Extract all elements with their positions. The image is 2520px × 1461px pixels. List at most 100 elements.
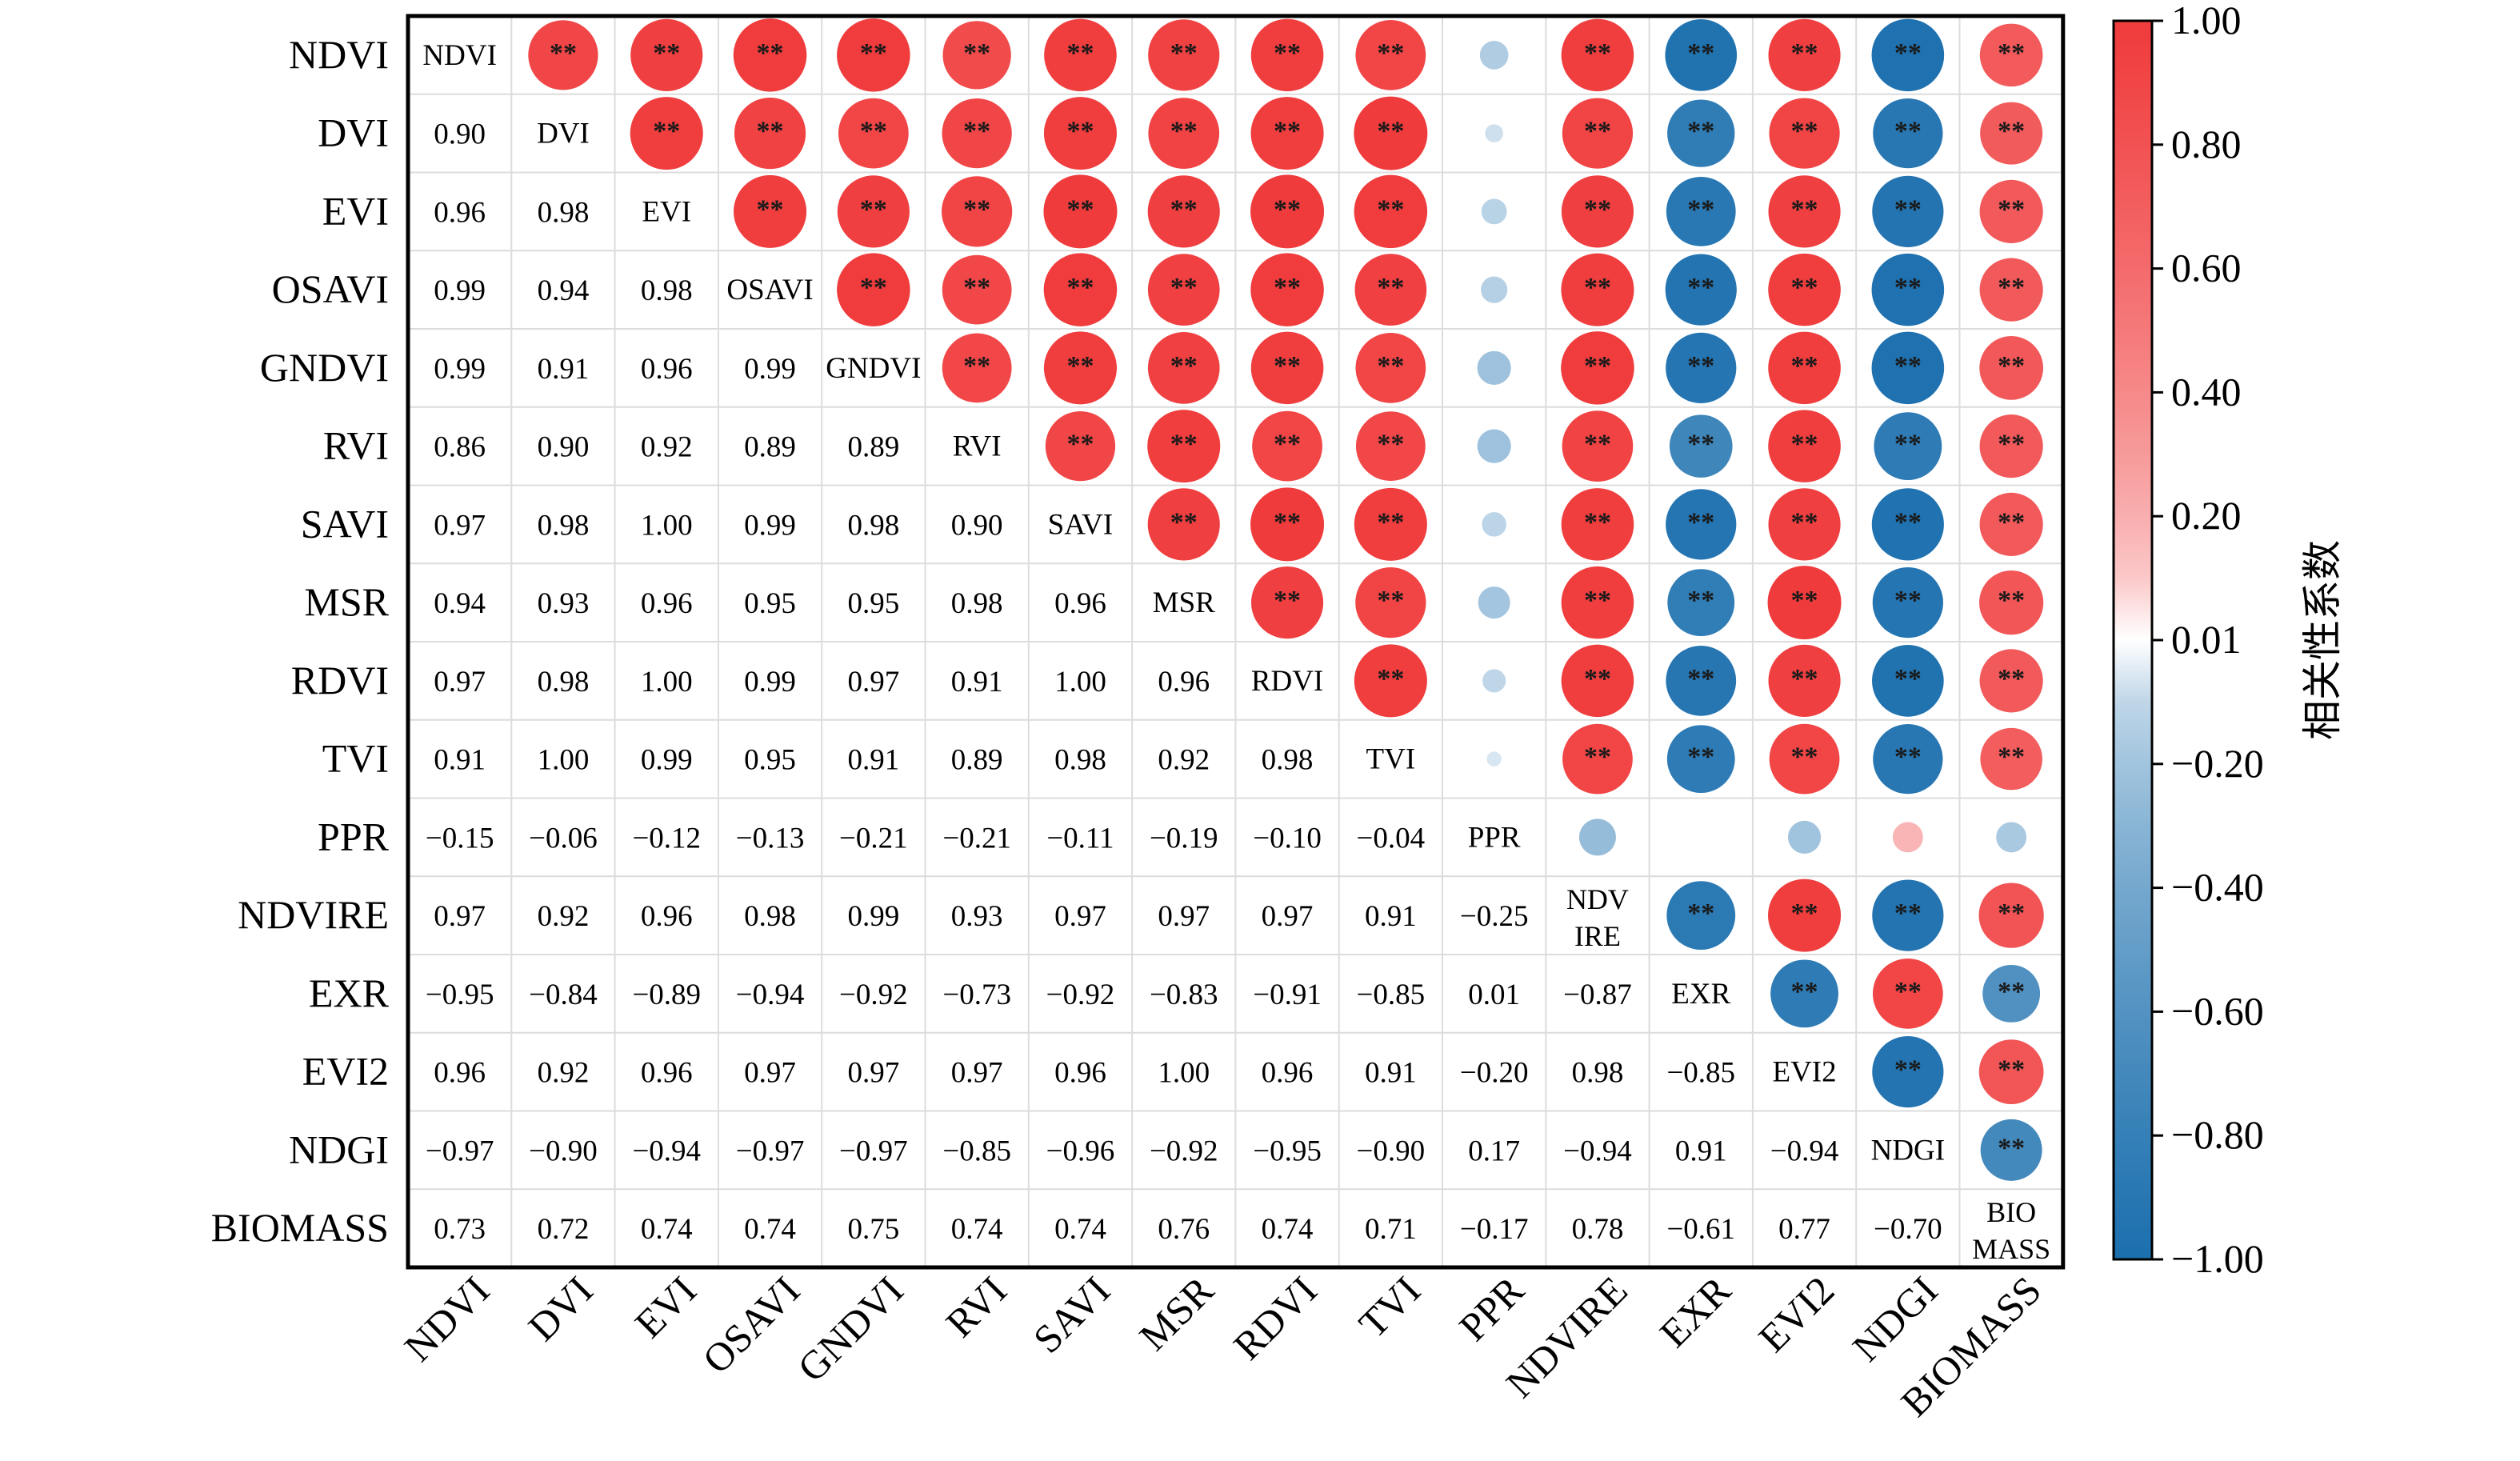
correlation-circle [1768, 18, 1841, 91]
correlation-circle [1979, 336, 2043, 400]
correlation-circle [1982, 964, 2041, 1023]
significance-marker: ** [757, 117, 784, 146]
correlation-circle [1355, 411, 1426, 482]
correlation-value: −0.73 [942, 979, 1011, 1011]
correlation-circle [1979, 23, 2043, 87]
correlation-value: 0.98 [538, 666, 590, 698]
correlation-value: 0.97 [951, 1057, 1003, 1090]
significance-marker: ** [1584, 743, 1611, 772]
correlation-circle [942, 176, 1013, 247]
significance-marker: ** [1066, 38, 1094, 68]
correlation-value: −0.21 [942, 822, 1011, 855]
correlation-value: −0.61 [1666, 1213, 1735, 1246]
significance-marker: ** [1170, 38, 1198, 68]
correlation-value: −0.94 [632, 1135, 701, 1167]
correlation-value: −0.85 [942, 1135, 1011, 1167]
correlation-value: 0.74 [1262, 1213, 1314, 1246]
significance-marker: ** [1687, 117, 1714, 146]
diagonal-label: NDGI [1871, 1134, 1945, 1167]
correlation-circle [1561, 644, 1634, 718]
correlation-circle [1892, 822, 1923, 853]
significance-marker: ** [1687, 586, 1714, 615]
colorbar-tick-label: 0.40 [2171, 369, 2242, 414]
significance-marker: ** [1998, 273, 2025, 302]
significance-marker: ** [1687, 273, 1714, 302]
correlation-value: 0.90 [434, 118, 486, 151]
significance-marker: ** [1894, 1055, 1922, 1085]
significance-marker: ** [1998, 1133, 2025, 1163]
significance-marker: ** [1998, 743, 2025, 772]
significance-marker: ** [1791, 586, 1818, 615]
correlation-circle [1787, 820, 1822, 854]
correlation-value: 0.91 [1675, 1135, 1727, 1167]
correlation-value: 0.96 [641, 1057, 693, 1090]
correlation-value: 0.74 [641, 1213, 693, 1246]
correlation-value: 0.97 [744, 1057, 796, 1090]
significance-marker: ** [1894, 743, 1922, 772]
correlation-value: 0.76 [1158, 1213, 1210, 1246]
correlation-value: −0.12 [632, 822, 701, 855]
correlation-circle [733, 18, 807, 92]
significance-marker: ** [1274, 38, 1301, 68]
significance-marker: ** [550, 38, 577, 68]
x-tick-label: EXR [1651, 1267, 1740, 1356]
significance-marker: ** [860, 194, 887, 224]
correlation-value: −0.95 [1253, 1135, 1322, 1167]
significance-marker: ** [1791, 664, 1818, 694]
significance-marker: ** [1584, 430, 1611, 459]
significance-marker: ** [1274, 117, 1301, 146]
correlation-circle [630, 18, 703, 91]
colorbar-tick-label: −0.60 [2171, 988, 2264, 1033]
significance-marker: ** [1791, 743, 1818, 772]
correlation-circle [1768, 253, 1841, 326]
correlation-value: 0.97 [1054, 900, 1106, 933]
correlation-circle [1980, 1119, 2042, 1181]
significance-marker: ** [1894, 977, 1922, 1007]
correlation-value: 0.96 [641, 587, 693, 620]
correlation-circle [1561, 331, 1634, 405]
correlation-value: −0.97 [839, 1135, 908, 1167]
correlation-circle [942, 254, 1012, 325]
correlation-value: −0.94 [736, 979, 805, 1011]
correlation-value: 0.91 [951, 666, 1003, 698]
correlation-circle [1561, 18, 1634, 92]
correlation-circle [1147, 410, 1221, 483]
x-tick-label: MSR [1130, 1267, 1222, 1359]
correlation-value: 0.95 [847, 587, 899, 620]
significance-marker: ** [1377, 430, 1404, 459]
significance-marker: ** [1998, 507, 2025, 537]
colorbar-tick-label: 0.80 [2171, 122, 2242, 166]
correlation-value: 0.86 [434, 431, 486, 464]
correlation-value: 0.96 [1158, 666, 1210, 698]
significance-marker: ** [653, 38, 680, 68]
correlation-value: 0.97 [1262, 900, 1314, 933]
significance-marker: ** [963, 273, 990, 302]
x-tick-label: EVI2 [1750, 1267, 1842, 1360]
correlation-value: 0.98 [1262, 744, 1314, 777]
correlation-circle [1250, 331, 1324, 405]
correlation-circle [837, 18, 910, 92]
correlation-value: 0.89 [744, 431, 796, 464]
colorbar-tick-label: 0.60 [2171, 246, 2242, 290]
significance-marker: ** [1066, 273, 1094, 302]
significance-marker: ** [1894, 507, 1922, 537]
diagonal-label: RDVI [1251, 665, 1323, 698]
correlation-value: 0.73 [434, 1213, 486, 1246]
correlation-value: 0.90 [538, 431, 590, 464]
correlation-circle [1872, 175, 1944, 247]
diagonal-label: EVI [642, 195, 691, 228]
significance-marker: ** [1791, 273, 1818, 302]
correlation-circle [1874, 412, 1942, 481]
correlation-circle [1043, 97, 1117, 170]
significance-marker: ** [1170, 194, 1198, 224]
correlation-circle [1250, 253, 1324, 326]
significance-marker: ** [963, 194, 990, 224]
y-tick-label: TVI [322, 736, 389, 781]
significance-marker: ** [1791, 430, 1818, 459]
significance-marker: ** [1894, 430, 1922, 459]
correlation-value: −0.92 [1046, 979, 1115, 1011]
significance-marker: ** [1274, 194, 1301, 224]
correlation-circle [1979, 649, 2043, 713]
correlation-value: −0.85 [1666, 1057, 1735, 1090]
x-tick-label: RVI [937, 1267, 1015, 1346]
